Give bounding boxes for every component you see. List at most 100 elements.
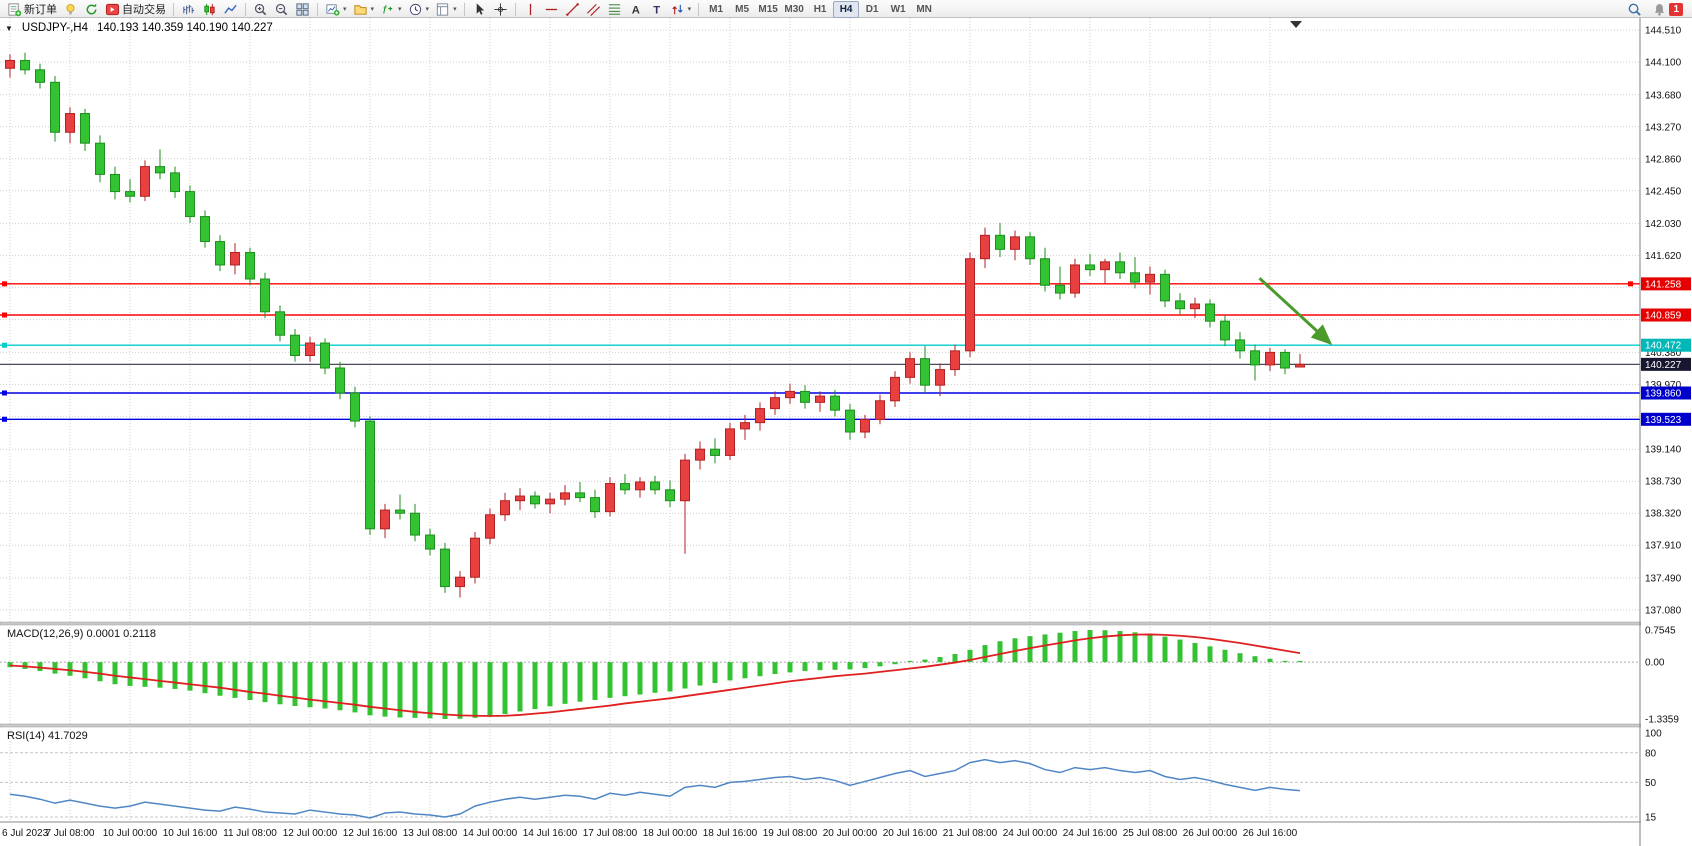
profiles-button[interactable]: ▾ <box>350 1 378 18</box>
svg-text:25 Jul 08:00: 25 Jul 08:00 <box>1123 828 1178 839</box>
svg-text:50: 50 <box>1645 778 1657 789</box>
tf-mn-button[interactable]: MN <box>911 1 937 18</box>
crosshair-button[interactable] <box>490 1 511 18</box>
zoom-out-button[interactable] <box>271 1 292 18</box>
autotrading-button[interactable]: 自动交易 <box>102 1 169 18</box>
chart-shift-marker[interactable] <box>1290 21 1302 28</box>
zoom-in-button[interactable] <box>250 1 271 18</box>
line-chart-button[interactable] <box>220 1 241 18</box>
svg-text:140.859: 140.859 <box>1645 311 1682 322</box>
text-a-icon: A <box>628 2 643 17</box>
toolbar-right-group: 1 <box>1624 1 1688 18</box>
vertical-line-button[interactable] <box>520 1 541 18</box>
chart-canvas[interactable]: 144.510 144.100 143.680 143.270 142.860 142.4… <box>0 18 1692 846</box>
cursor-button[interactable] <box>469 1 490 18</box>
tf-w1-button[interactable]: W1 <box>885 1 911 18</box>
fibo-icon <box>607 2 622 17</box>
trendline-icon <box>565 2 580 17</box>
periods-button[interactable]: ▾ <box>405 1 433 18</box>
tf-m15-button[interactable]: M15 <box>755 1 781 18</box>
tf-d1-button-label: D1 <box>865 3 879 15</box>
line-handle[interactable] <box>2 342 7 348</box>
svg-text:139.523: 139.523 <box>1645 415 1682 426</box>
candles-chart-icon <box>202 2 217 17</box>
chevron-down-icon: ▾ <box>425 6 430 13</box>
mql-wizard-button[interactable] <box>60 1 81 18</box>
refresh-button[interactable] <box>81 1 102 18</box>
price-axis[interactable]: 144.510 144.100 143.680 143.270 142.860 142.4… <box>1639 18 1692 846</box>
macd-signal-line <box>9 633 1301 717</box>
svg-text:140.380: 140.380 <box>1645 348 1682 359</box>
svg-text:139.140: 139.140 <box>1645 445 1682 456</box>
tf-m1-button-label: M1 <box>709 3 724 15</box>
svg-text:7 Jul 08:00: 7 Jul 08:00 <box>46 828 95 839</box>
chart-symbol-period: USDJPY-,H4 <box>21 22 88 34</box>
line-handle[interactable] <box>2 281 7 287</box>
price-badge: 140.472 <box>1641 338 1691 352</box>
tile-windows-button[interactable] <box>292 1 313 18</box>
candlestick-chart-button[interactable] <box>199 1 220 18</box>
horizontal-line-button[interactable] <box>541 1 562 18</box>
tf-m30-button[interactable]: M30 <box>781 1 807 18</box>
line-handle[interactable] <box>2 416 7 422</box>
resistance-line-1[interactable] <box>0 281 1640 287</box>
pane-splitter[interactable] <box>0 621 1692 626</box>
price-badge: 140.859 <box>1641 308 1691 322</box>
arrows-button[interactable]: ▾ <box>667 1 695 18</box>
tf-m5-button[interactable]: M5 <box>729 1 755 18</box>
trendline-button[interactable] <box>562 1 583 18</box>
new-chart-button[interactable]: ▾ <box>322 1 350 18</box>
svg-text:19 Jul 08:00: 19 Jul 08:00 <box>763 828 818 839</box>
toolbar-separator <box>698 2 700 16</box>
chevron-down-icon: ▾ <box>343 6 347 13</box>
svg-text:-1.3359: -1.3359 <box>1645 715 1679 726</box>
tf-h4-button-label: H4 <box>839 3 853 15</box>
toolbar-separator <box>317 2 318 16</box>
tf-h1-button[interactable]: H1 <box>807 1 833 18</box>
equidistant-channel-button[interactable] <box>583 1 604 18</box>
svg-text:141.258: 141.258 <box>1645 279 1682 290</box>
arrows-tool-icon <box>670 2 685 17</box>
label-button[interactable]: T <box>646 1 667 18</box>
price-badge: 139.860 <box>1641 386 1691 400</box>
tf-h1-button-label: H1 <box>813 3 827 15</box>
macd-histogram <box>7 630 1303 720</box>
templates-button[interactable]: ▾ <box>432 1 460 18</box>
chevron-down-icon: ▾ <box>453 6 457 13</box>
zoom-in-icon <box>253 2 268 17</box>
svg-text:140.472: 140.472 <box>1645 341 1682 352</box>
tf-h4-button[interactable]: H4 <box>833 0 860 18</box>
trend-arrow[interactable] <box>1258 277 1333 346</box>
bulb-icon <box>63 2 78 17</box>
new-order-button[interactable]: 新订单 <box>4 1 60 18</box>
resistance-line-2[interactable] <box>0 312 1640 318</box>
line-handle[interactable] <box>2 390 7 396</box>
support-line-blue-2[interactable] <box>0 416 1640 422</box>
autotrading-icon <box>105 2 120 17</box>
svg-text:100: 100 <box>1645 729 1662 740</box>
profiles-icon <box>353 2 368 17</box>
svg-text:143.270: 143.270 <box>1645 122 1682 133</box>
svg-text:14 Jul 16:00: 14 Jul 16:00 <box>523 828 578 839</box>
svg-text:137.080: 137.080 <box>1645 606 1682 617</box>
line-handle[interactable] <box>2 312 7 318</box>
indicators-button[interactable]: f ▾ <box>377 1 405 18</box>
svg-text:0.00: 0.00 <box>1645 658 1665 669</box>
order-form-icon <box>7 2 22 17</box>
tf-d1-button[interactable]: D1 <box>859 1 885 18</box>
tf-m1-button[interactable]: M1 <box>703 1 729 18</box>
support-line-cyan[interactable] <box>0 342 1640 348</box>
one-click-trading-toggle[interactable]: ▼ <box>5 24 13 33</box>
chart-window: 144.510 144.100 143.680 143.270 142.860 142.4… <box>0 18 1692 846</box>
text-button[interactable]: A <box>625 1 646 18</box>
svg-text:13 Jul 08:00: 13 Jul 08:00 <box>403 828 458 839</box>
search-button[interactable] <box>1624 1 1645 18</box>
new-order-button-label: 新订单 <box>24 4 57 16</box>
pane-splitter[interactable] <box>0 723 1692 728</box>
bar-chart-button[interactable] <box>178 1 199 18</box>
notifications-button[interactable]: 1 <box>1649 1 1686 18</box>
chevron-down-icon: ▾ <box>370 6 375 13</box>
fibonacci-button[interactable] <box>604 1 625 18</box>
